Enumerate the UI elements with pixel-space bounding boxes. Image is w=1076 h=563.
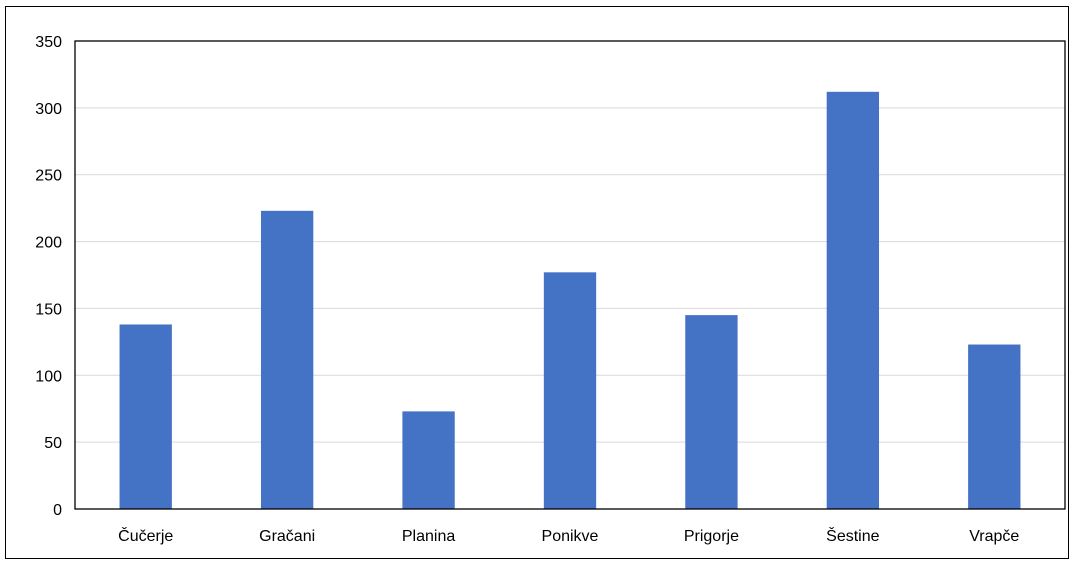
bar-5 (685, 315, 738, 509)
bar-4 (543, 272, 597, 509)
y-tick-label: 0 (53, 502, 62, 519)
x-tick-label: Prigorje (684, 528, 739, 545)
y-tick-label: 100 (35, 368, 62, 385)
y-axis-tick-labels: 0 50 100 150 200 250 300 350 (35, 34, 62, 519)
y-tick-label: 300 (35, 101, 62, 118)
x-axis-tick-labels: Čučerje Gračani Planina Ponikve Prigorje Šest… (118, 526, 1019, 545)
bars (119, 91, 1021, 509)
x-tick-label: Šestine (826, 526, 879, 545)
bar-1 (119, 324, 172, 509)
gridlines (75, 107, 1065, 443)
y-tick-label: 50 (44, 435, 62, 452)
y-tick-label: 250 (35, 168, 62, 185)
chart-frame (5, 6, 1069, 559)
y-tick-label: 200 (35, 235, 62, 252)
x-tick-label: Čučerje (118, 526, 173, 545)
bar-6 (826, 91, 880, 509)
y-tick-label: 150 (35, 301, 62, 318)
bar-2 (260, 210, 314, 509)
x-tick-label: Gračani (259, 528, 315, 545)
x-tick-label: Ponikve (542, 528, 599, 545)
x-tick-label: Vrapče (969, 528, 1019, 545)
bar-3 (402, 411, 455, 509)
y-tick-label: 350 (35, 34, 62, 51)
plot-area-border (74, 40, 1066, 510)
bar-7 (968, 344, 1021, 509)
x-tick-label: Planina (402, 528, 455, 545)
